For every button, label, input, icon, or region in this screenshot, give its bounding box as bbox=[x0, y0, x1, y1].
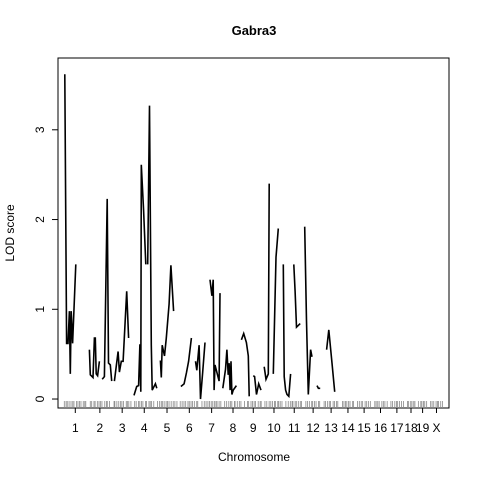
x-tick-label: 7 bbox=[208, 421, 215, 435]
lod-curve-segment bbox=[133, 164, 147, 396]
marker-rug bbox=[63, 401, 444, 408]
x-tick-label: 12 bbox=[306, 421, 320, 435]
x-tick-label: 11 bbox=[288, 421, 301, 435]
x-tick-label: 18 bbox=[404, 421, 418, 435]
lod-curve-segment bbox=[88, 337, 101, 380]
y-tick-label: 0 bbox=[33, 395, 47, 402]
lod-curve-segment bbox=[293, 264, 301, 330]
series-layer bbox=[64, 74, 336, 400]
y-axis: 0 1 2 3 bbox=[33, 126, 58, 402]
x-tick-label: 17 bbox=[390, 421, 404, 435]
x-tick-label: 14 bbox=[341, 421, 355, 435]
x-tick-label: 2 bbox=[97, 421, 104, 435]
lod-curve-segment bbox=[303, 226, 313, 395]
lod-curve-segment bbox=[316, 385, 321, 390]
lod-curve-segment bbox=[263, 183, 270, 383]
lod-curve-segment bbox=[240, 330, 250, 397]
y-tick-label: 2 bbox=[33, 216, 47, 223]
lod-curve-segment bbox=[325, 329, 336, 392]
lod-curve-segment bbox=[180, 337, 193, 388]
x-axis-label: Chromosome bbox=[218, 450, 290, 464]
x-tick-label: 1 bbox=[72, 421, 79, 435]
lod-curve-segment bbox=[252, 375, 262, 395]
x-tick-label: 16 bbox=[374, 421, 388, 435]
y-tick-label: 3 bbox=[33, 126, 47, 133]
lod-curve-segment bbox=[272, 228, 280, 374]
lod-curve-segment bbox=[282, 264, 292, 399]
lod-curve-segment bbox=[64, 74, 77, 374]
lod-curve-segment bbox=[159, 265, 175, 378]
x-tick-label: 5 bbox=[164, 421, 171, 435]
lod-curve-segment bbox=[146, 105, 158, 391]
x-tick-label: 10 bbox=[267, 421, 281, 435]
x-tick-label: 15 bbox=[357, 421, 371, 435]
x-tick-label: X bbox=[432, 421, 440, 435]
lod-curve-segment bbox=[209, 279, 221, 391]
lod-curve-segment bbox=[113, 291, 130, 382]
x-tick-label: 4 bbox=[141, 421, 148, 435]
x-tick-label: 3 bbox=[119, 421, 126, 435]
x-tick-label: 9 bbox=[250, 421, 257, 435]
x-tick-label: 8 bbox=[230, 421, 237, 435]
lod-curve-segment bbox=[222, 349, 238, 395]
chart-title: Gabra3 bbox=[232, 23, 277, 38]
x-tick-label: 6 bbox=[186, 421, 193, 435]
x-tick-label: 13 bbox=[324, 421, 338, 435]
y-tick-label: 1 bbox=[33, 306, 47, 313]
x-tick-label: 19 bbox=[416, 421, 430, 435]
lod-curve-segment bbox=[194, 342, 206, 400]
lod-curve-segment bbox=[101, 198, 113, 382]
y-axis-label: LOD score bbox=[3, 204, 17, 262]
